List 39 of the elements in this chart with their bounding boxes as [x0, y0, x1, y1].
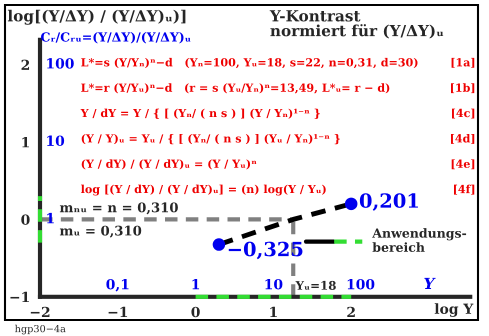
annotation: 100 [348, 278, 374, 290]
annotation: log [(Y / dY) / (Y / dY)ᵤ] = (n) log(Y / Yᵤ) [81, 184, 326, 196]
annotation: [4f] [454, 184, 474, 195]
annotation: [4c] [452, 108, 474, 119]
x-tick-label: 1 [270, 306, 277, 318]
y-tick-label: 2 [22, 60, 30, 70]
y-axis-title: log[(Y/ΔY) / (Y/ΔY)ᵤ)] [8, 10, 186, 25]
annotation: (Y / Y)ᵤ = Yᵤ / { [ (Yₙ/ ( n s ) ] (Yᵤ / Yₙ)¹⁻ⁿ } [82, 134, 340, 144]
x-tick-label: 0 [191, 306, 200, 318]
annotation: mᵤ = 0,310 [60, 226, 142, 238]
annotation: L*=s (Y/Yₙ)ⁿ−d (Yₙ=100, Yᵤ=18, s=22, n=0,31, d=30) [81, 58, 418, 68]
annotation: L*=r (Y/Yᵤ)ⁿ−d (r = s (Yᵤ/Yₙ)ⁿ=13,49, L*ᵤ= r − d) [81, 83, 390, 94]
y-tick-label: 1 [22, 136, 29, 148]
annotation: [1b] [451, 83, 474, 94]
annotation: 10 [265, 278, 282, 290]
y-tick-label: 0 [21, 214, 30, 225]
x-tick-label: −2 [30, 306, 50, 318]
annotation: 1 [192, 278, 200, 290]
annotation: 100 [47, 58, 74, 69]
x-tick-label: −1 [108, 306, 128, 318]
annotation: Y [424, 278, 436, 289]
text: hgp30−4a [15, 324, 66, 334]
x-axis-title: log Y [434, 303, 474, 317]
annotation: [4d] [451, 134, 474, 144]
x-tick-label: 2 [347, 306, 355, 318]
legend-label: Anwendungs- bereich [372, 228, 466, 252]
text: Y-Kontrast normiert für (Y/ΔY)ᵤ [270, 10, 444, 38]
annotation: Yᵤ=18 [295, 280, 336, 290]
annotation: 10 [47, 136, 64, 146]
data-label: 0,201 [360, 193, 418, 211]
y-tick-label: −1 [10, 292, 29, 302]
annotation: [1a] [452, 58, 474, 68]
data-label: −0,325 [228, 242, 302, 260]
annotation: 0,1 [106, 278, 129, 292]
text: Cᵣ/Cᵣᵤ=(Y/ΔY)/(Y/ΔY)ᵤ [41, 32, 190, 44]
annotation: mₙᵤ = n = 0,310 [60, 202, 178, 214]
annotation: [4e] [452, 159, 474, 170]
annotation: Y / dY = Y / { [ (Yₙ/ ( n s ) ] (Y / Yₙ)¹⁻ⁿ } [80, 108, 320, 119]
annotation: (Y / dY) / (Y / dY)ᵤ = (Y / Yᵤ)ⁿ [82, 159, 256, 170]
